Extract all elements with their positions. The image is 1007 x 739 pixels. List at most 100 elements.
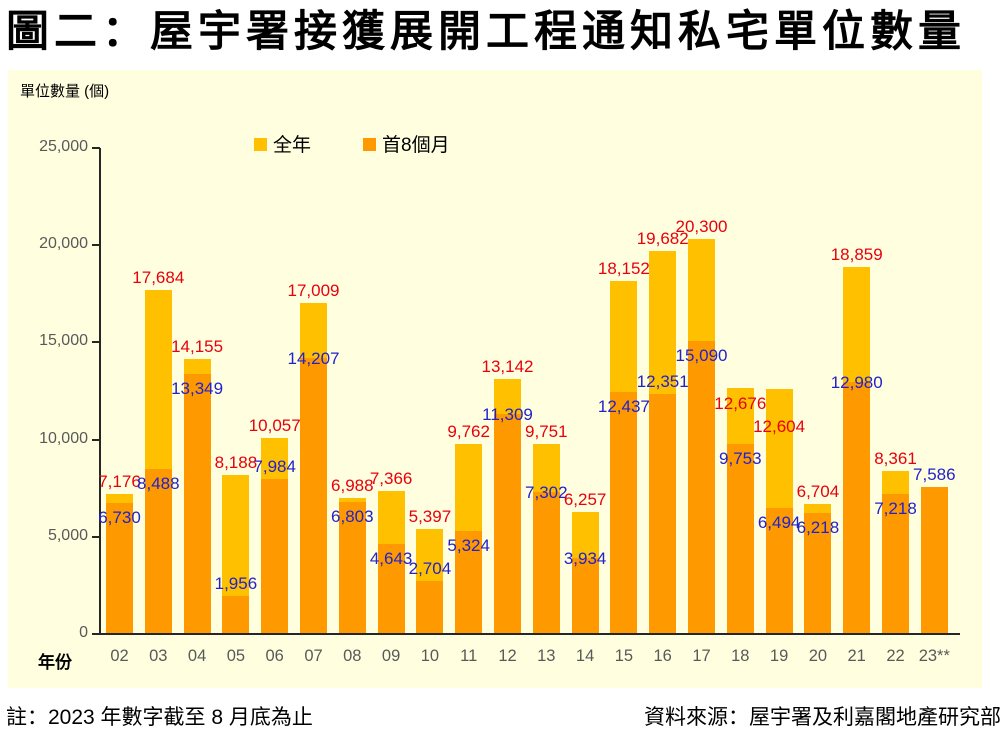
bar-first-8-months-07: [300, 357, 327, 634]
bar-first-8-months-14: [571, 557, 599, 634]
data-label-full-year-06: 10,057: [248, 416, 301, 436]
data-label-first-8-months-19: 6,494: [757, 512, 801, 532]
y-axis-tick-label: 20,000: [39, 235, 88, 253]
x-axis-label-15: 15: [614, 647, 634, 665]
bar-first-8-months-22: [882, 493, 909, 634]
data-label-full-year-22: 8,361: [874, 449, 917, 469]
y-axis-tick-label: 10,000: [39, 429, 88, 447]
legend-item-first-8-months: 首8個月: [363, 130, 450, 157]
y-axis-line: [99, 148, 101, 635]
legend-item-full-year: 全年: [254, 130, 311, 157]
y-axis-tick-label: 15,000: [39, 332, 88, 350]
data-label-first-8-months-21: 12,980: [830, 372, 883, 392]
x-axis-label-05: 05: [226, 647, 246, 665]
x-axis-label-03: 03: [149, 647, 168, 665]
bar-first-8-months-03: [144, 468, 172, 634]
x-axis-label-07: 07: [304, 647, 323, 665]
data-label-full-year-10: 5,397: [408, 507, 452, 527]
data-label-first-8-months-06: 7,984: [253, 456, 296, 476]
y-axis-tick: [92, 244, 100, 247]
data-label-first-8-months-09: 4,643: [369, 548, 413, 568]
data-label-full-year-02: 7,176: [98, 472, 141, 492]
data-label-first-8-months-15: 12,437: [597, 397, 650, 417]
data-label-full-year-21: 18,859: [830, 245, 883, 265]
bar-first-8-months-20: [804, 513, 832, 634]
y-axis-tick: [92, 535, 100, 538]
y-axis-tick: [92, 147, 100, 149]
full-year-swatch-icon: [254, 138, 267, 151]
x-axis-label-16: 16: [653, 647, 672, 665]
x-axis-label-11: 11: [460, 647, 478, 665]
y-axis-tick-label: 5,000: [47, 526, 88, 544]
data-label-first-8-months-18: 9,753: [719, 449, 762, 469]
data-label-full-year-17: 20,300: [675, 217, 728, 237]
data-label-first-8-months-08: 6,803: [331, 506, 374, 526]
bar-first-8-months-12: [494, 414, 521, 634]
bar-first-8-months-02: [106, 503, 133, 634]
data-label-full-year-03: 17,684: [132, 268, 185, 288]
bar-first-8-months-23**: [920, 486, 948, 634]
y-axis-tick: [92, 341, 100, 344]
data-source: 資料來源：屋宇署及利嘉閣地產研究部: [644, 706, 1001, 729]
x-axis-label-22: 22: [886, 647, 905, 665]
data-label-full-year-05: 8,188: [214, 452, 258, 472]
x-axis-title: 年份: [38, 653, 72, 672]
data-label-full-year-11: 9,762: [447, 422, 490, 442]
data-label-first-8-months-02: 6,730: [98, 508, 141, 528]
bar-first-8-months-17: [688, 340, 715, 634]
data-label-first-8-months-12: 11,309: [482, 405, 533, 425]
bar-first-8-months-10: [416, 581, 444, 634]
bar-first-8-months-19: [765, 507, 793, 634]
bar-first-8-months-13: [532, 492, 560, 634]
data-label-first-8-months-07: 14,207: [287, 348, 340, 368]
bar-first-8-months-08: [338, 501, 366, 634]
data-label-first-8-months-10: 2,704: [408, 559, 452, 579]
data-label-first-8-months-13: 7,302: [525, 483, 568, 503]
bar-first-8-months-06: [261, 478, 289, 634]
data-label-first-8-months-20: 6,218: [796, 518, 840, 538]
y-axis-tick-label: 25,000: [39, 138, 88, 155]
data-label-full-year-12: 13,142: [481, 356, 534, 376]
legend-label-first-8-months: 首8個月: [382, 135, 450, 156]
bar-first-8-months-16: [649, 393, 677, 634]
footnote: 註：2023 年數字截至 8 月底為止: [6, 706, 313, 729]
x-axis-label-18: 18: [731, 647, 750, 665]
y-axis-tick: [92, 438, 100, 441]
y-axis-tick: [92, 633, 100, 635]
data-label-first-8-months-23**: 7,586: [913, 464, 956, 484]
data-label-first-8-months-17: 15,090: [675, 345, 728, 365]
data-label-full-year-07: 17,009: [287, 281, 340, 301]
data-label-first-8-months-04: 13,349: [171, 379, 224, 399]
x-axis-label-02: 02: [110, 647, 129, 665]
plot-area: 25,000 20,000 15,000 10,000 5,000 0 7,176 6,730…: [8, 70, 982, 688]
x-axis-label-04: 04: [187, 647, 207, 665]
bar-first-8-months-05: [222, 595, 250, 634]
bar-first-8-months-15: [610, 392, 638, 634]
legend: 全年 首8個月: [254, 130, 450, 157]
data-label-full-year-16: 19,682: [636, 229, 689, 249]
x-axis-label-06: 06: [265, 647, 284, 665]
data-label-first-8-months-16: 12,351: [636, 371, 689, 391]
data-label-full-year-19: 12,604: [753, 416, 806, 436]
x-axis-label-13: 13: [537, 647, 556, 665]
x-axis-label-21: 21: [847, 647, 866, 665]
data-label-first-8-months-22: 7,218: [874, 498, 917, 518]
y-axis-tick-label: 0: [79, 624, 88, 641]
data-label-full-year-20: 6,704: [796, 481, 840, 501]
data-label-full-year-15: 18,152: [597, 259, 650, 279]
chart-area: 單位數量 (個) 全年 首8個月 25,000 20,000 15,000 10,00…: [8, 70, 982, 688]
x-axis-label-08: 08: [343, 647, 362, 665]
bar-first-8-months-18: [726, 444, 754, 634]
x-axis-label-17: 17: [692, 647, 711, 665]
x-axis-label-20: 20: [808, 647, 828, 665]
x-axis-label-12: 12: [498, 647, 517, 665]
first-8-months-swatch-icon: [363, 138, 377, 151]
x-axis-line: [99, 633, 960, 635]
data-label-full-year-14: 6,257: [563, 490, 607, 510]
data-label-first-8-months-03: 8,488: [137, 473, 180, 493]
x-axis-label-23**: 23**: [918, 647, 950, 665]
bar-first-8-months-11: [455, 530, 483, 634]
data-label-full-year-08: 6,988: [331, 476, 374, 496]
data-label-full-year-18: 12,676: [714, 393, 767, 413]
data-label-full-year-09: 7,366: [369, 468, 413, 488]
